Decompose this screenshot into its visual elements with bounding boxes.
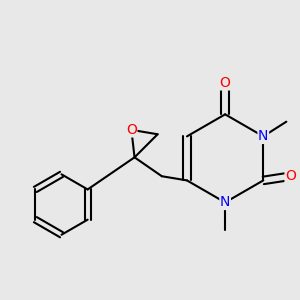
Text: N: N [220,195,230,209]
Text: N: N [258,129,268,143]
Text: O: O [285,169,296,183]
Text: O: O [220,76,231,90]
Text: O: O [126,123,137,137]
